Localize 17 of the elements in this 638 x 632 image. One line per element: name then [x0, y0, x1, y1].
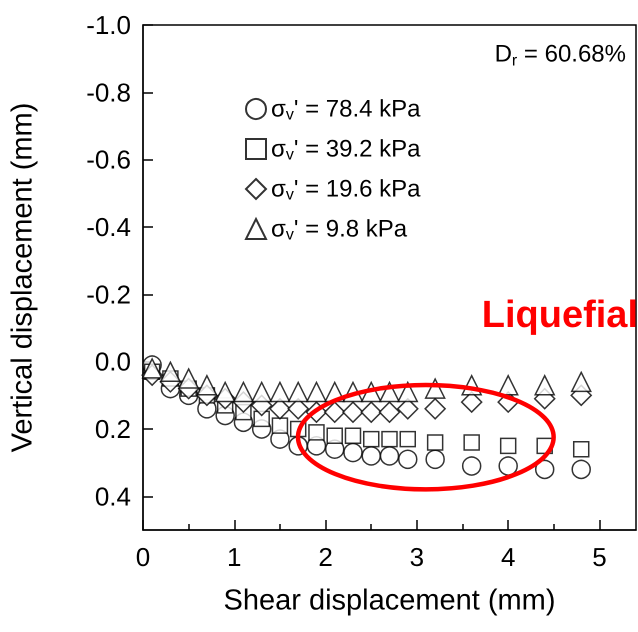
- x-tick-label: 5: [592, 542, 607, 572]
- y-tick-label: 0.2: [94, 414, 131, 444]
- y-tick-label: -0.4: [86, 212, 131, 242]
- x-tick-label: 4: [500, 542, 516, 572]
- x-tick-label: 1: [227, 542, 242, 572]
- y-axis-title: Vertical displacement (mm): [6, 102, 38, 452]
- x-axis-title: Shear displacement (mm): [224, 584, 556, 616]
- y-tick-label: -0.8: [86, 77, 131, 108]
- y-tick-label: -0.6: [86, 144, 131, 175]
- y-tick-label: -1.0: [86, 10, 131, 40]
- y-tick-label: 0.4: [94, 481, 131, 512]
- x-tick-label: 2: [318, 542, 333, 572]
- x-tick-label: 0: [136, 542, 150, 572]
- y-tick-label: -0.2: [86, 279, 131, 310]
- x-tick-label: 3: [410, 542, 424, 572]
- annotation: Liquefial: [482, 294, 638, 336]
- y-tick-label: 0.0: [94, 346, 131, 377]
